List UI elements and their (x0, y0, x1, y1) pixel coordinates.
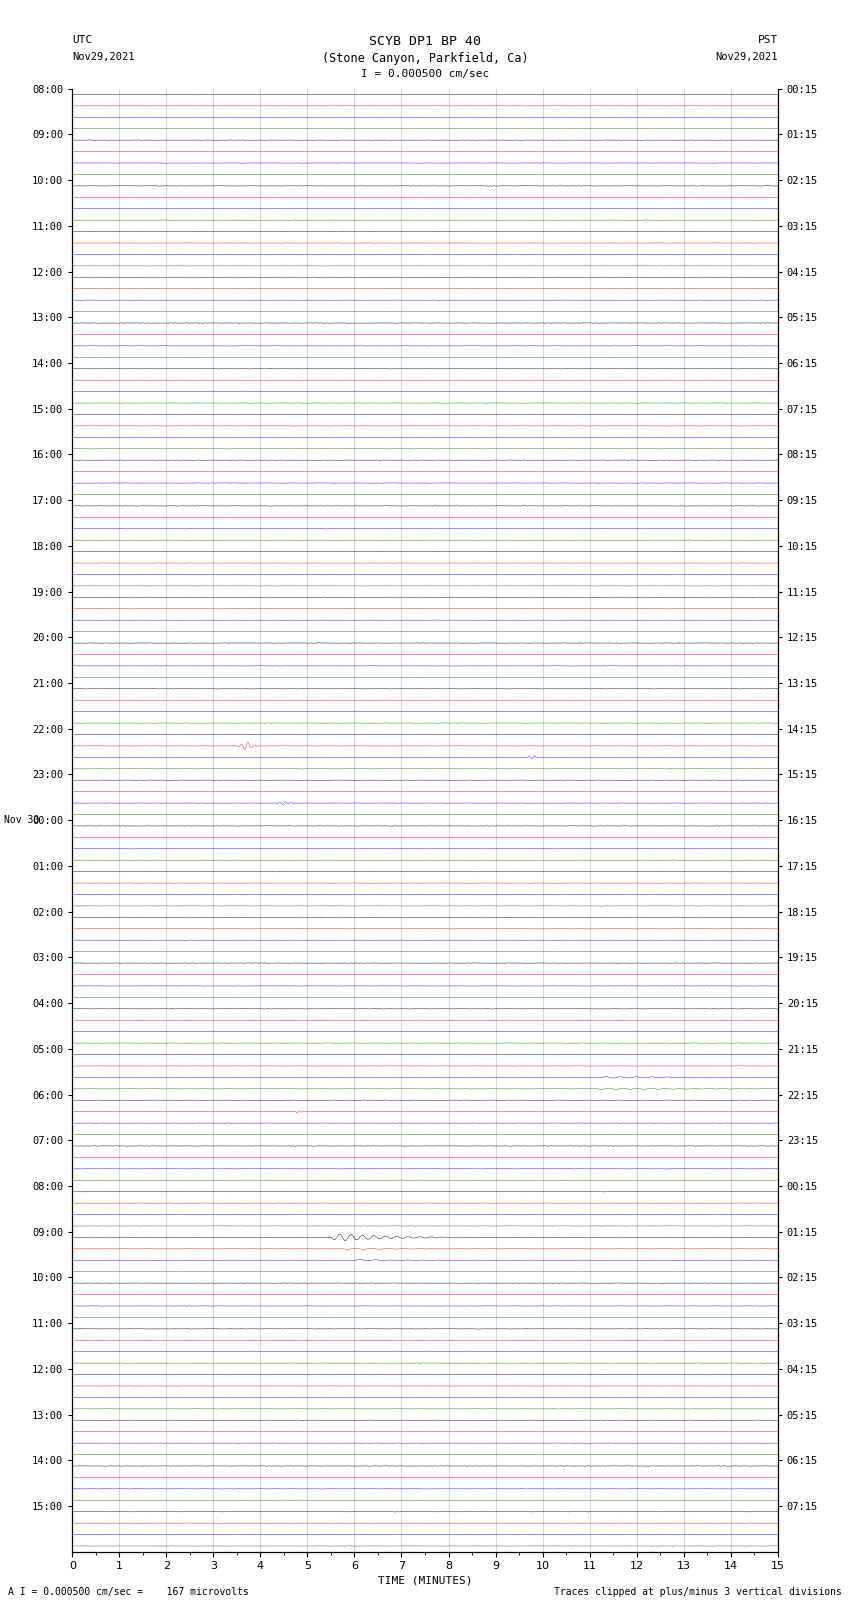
Text: (Stone Canyon, Parkfield, Ca): (Stone Canyon, Parkfield, Ca) (321, 52, 529, 65)
Text: Nov 30: Nov 30 (4, 815, 39, 826)
X-axis label: TIME (MINUTES): TIME (MINUTES) (377, 1576, 473, 1586)
Text: UTC: UTC (72, 35, 93, 45)
Text: A I = 0.000500 cm/sec =    167 microvolts: A I = 0.000500 cm/sec = 167 microvolts (8, 1587, 249, 1597)
Text: Traces clipped at plus/minus 3 vertical divisions: Traces clipped at plus/minus 3 vertical … (553, 1587, 842, 1597)
Text: Nov29,2021: Nov29,2021 (715, 52, 778, 61)
Text: PST: PST (757, 35, 778, 45)
Text: SCYB DP1 BP 40: SCYB DP1 BP 40 (369, 35, 481, 48)
Text: I = 0.000500 cm/sec: I = 0.000500 cm/sec (361, 69, 489, 79)
Text: Nov29,2021: Nov29,2021 (72, 52, 135, 61)
